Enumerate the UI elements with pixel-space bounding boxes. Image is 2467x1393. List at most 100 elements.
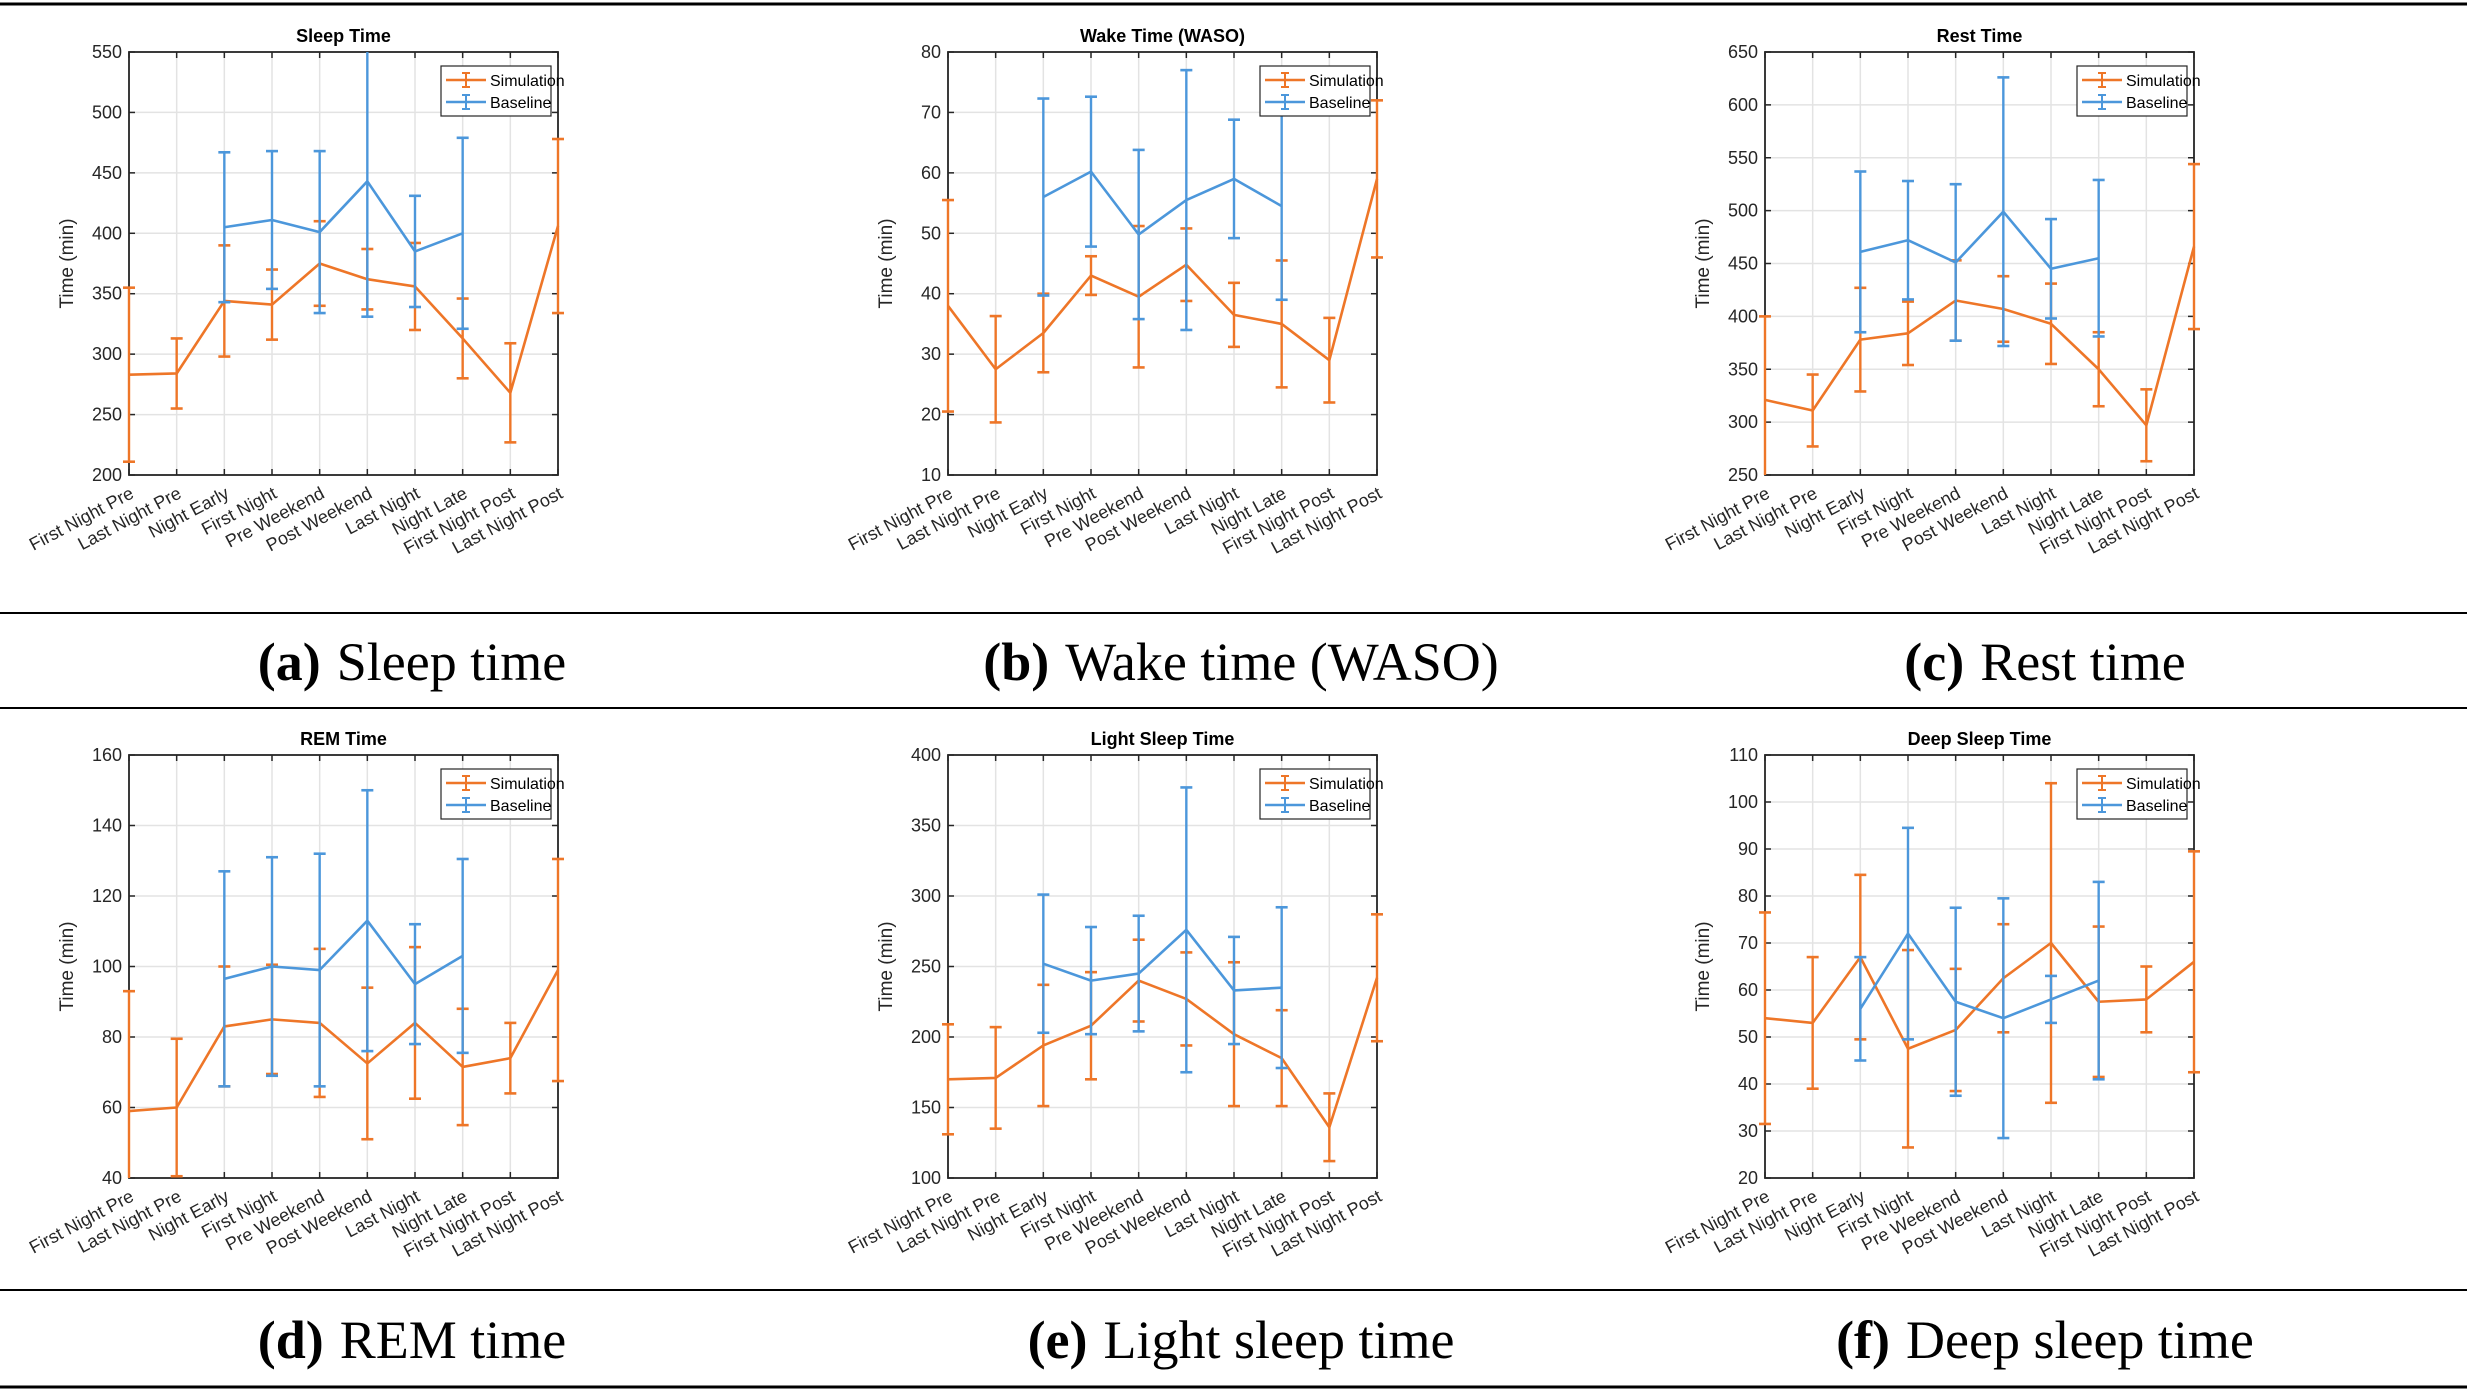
error-bar <box>1854 170 1867 334</box>
series-simulation <box>123 137 564 464</box>
y-axis-label: Time (min) <box>1693 218 1714 308</box>
error-bar <box>2092 178 2105 338</box>
error-bar <box>266 855 278 1078</box>
error-bar <box>313 149 326 315</box>
error-bar <box>1759 911 1771 1126</box>
error-bar <box>1323 316 1336 404</box>
legend-entry-baseline: Baseline <box>2082 797 2187 815</box>
legend-box <box>2076 65 2188 117</box>
error-bar <box>2188 162 2200 331</box>
legend-entry-baseline: Baseline <box>1265 94 1370 112</box>
error-bar <box>942 1023 954 1136</box>
y-tick-label: 500 <box>92 102 122 122</box>
y-tick-label: 40 <box>1738 1074 1758 1094</box>
legend-entry-simulation: Simulation <box>2082 775 2201 793</box>
error-bar <box>1037 97 1050 297</box>
error-bar <box>123 989 135 1178</box>
series-line <box>1042 928 1282 992</box>
series-baseline <box>1037 68 1288 332</box>
caption-label: (a) <box>258 632 321 692</box>
chart-title: Light Sleep Time <box>1091 729 1235 749</box>
series-line <box>128 969 560 1113</box>
error-bar <box>989 314 1002 424</box>
series-line <box>1860 210 2099 271</box>
y-tick-label: 80 <box>102 1027 122 1047</box>
legend-box <box>440 65 552 117</box>
y-tick-label: 550 <box>92 42 122 62</box>
error-bar <box>1275 905 1288 1070</box>
error-bar <box>170 1037 183 1178</box>
error-bar <box>942 198 954 413</box>
series-line <box>1859 932 2100 1020</box>
error-bar <box>1037 292 1050 374</box>
caption-text: Light sleep time <box>1104 1310 1455 1370</box>
error-bar <box>1371 913 1383 1043</box>
caption-text: Rest time <box>1980 632 2185 692</box>
series-baseline <box>1854 826 2105 1140</box>
legend: Simulation Baseline <box>2076 65 2201 117</box>
y-tick-label: 400 <box>1728 306 1758 326</box>
legend-label: Simulation <box>2126 776 2201 793</box>
error-bar <box>1085 925 1097 1036</box>
error-bar <box>1085 95 1097 248</box>
legend-entry-baseline: Baseline <box>1265 797 1370 815</box>
subfigure-caption: (f) Deep sleep time <box>1836 1310 2254 1370</box>
series-simulation <box>123 857 564 1178</box>
subfigure-caption: (c) Rest time <box>1904 632 2185 692</box>
series-baseline <box>218 52 469 331</box>
error-bar <box>504 1021 517 1095</box>
error-bar <box>409 194 421 309</box>
caption-label: (f) <box>1836 1310 1890 1370</box>
legend-box <box>2076 768 2188 820</box>
y-tick-label: 100 <box>1728 792 1758 812</box>
error-bar <box>2045 781 2057 1105</box>
error-bar <box>1902 826 1914 1041</box>
error-bar <box>361 52 374 318</box>
series-line <box>224 180 464 253</box>
y-tick-label: 300 <box>1728 412 1758 432</box>
error-bar <box>1085 254 1097 297</box>
subfigure-caption: (e) Light sleep time <box>1028 1310 1455 1370</box>
error-bar <box>1228 118 1240 240</box>
error-bar <box>409 922 421 1046</box>
series-line <box>1764 941 2195 1051</box>
y-axis-label: Time (min) <box>876 921 897 1011</box>
error-bar <box>170 337 183 410</box>
legend: Simulation Baseline <box>440 65 565 117</box>
y-tick-label: 50 <box>1738 1027 1758 1047</box>
y-tick-label: 60 <box>921 163 941 183</box>
error-bar <box>1132 914 1145 1033</box>
error-bar <box>1902 179 1914 301</box>
legend: Simulation Baseline <box>1259 768 1384 820</box>
legend-label: Baseline <box>1309 798 1370 815</box>
caption-text: Deep sleep time <box>1906 1310 2254 1370</box>
series-simulation <box>942 99 1383 424</box>
legend-label: Simulation <box>490 776 565 793</box>
error-bar <box>361 788 374 1053</box>
y-tick-label: 70 <box>921 102 941 122</box>
error-bar <box>1997 897 2010 1140</box>
legend-entry-baseline: Baseline <box>2082 94 2187 112</box>
error-bar <box>2045 974 2057 1025</box>
error-bar <box>1132 148 1145 321</box>
error-bar <box>1228 935 1240 1046</box>
error-bar <box>1949 182 1962 342</box>
y-tick-label: 350 <box>911 816 941 836</box>
y-tick-label: 120 <box>92 886 122 906</box>
chart-title: Wake Time (WASO) <box>1080 26 1245 46</box>
legend-entry-baseline: Baseline <box>446 797 551 815</box>
series-simulation <box>1759 781 2200 1149</box>
subfigure-caption: (b) Wake time (WASO) <box>983 632 1499 692</box>
error-bar <box>1902 300 1914 367</box>
y-tick-label: 250 <box>92 405 122 425</box>
error-bar <box>1037 893 1050 1035</box>
legend-label: Baseline <box>2126 798 2187 815</box>
series-line <box>224 919 464 986</box>
y-tick-label: 40 <box>921 284 941 304</box>
error-bar <box>1180 68 1193 332</box>
